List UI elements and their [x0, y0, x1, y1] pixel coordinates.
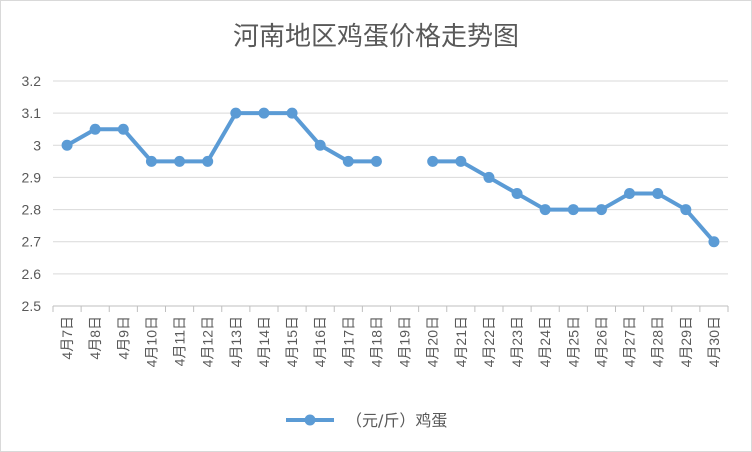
series-line	[65, 111, 379, 164]
series-egg-price	[61, 107, 720, 248]
data-point	[258, 107, 270, 119]
data-point	[117, 123, 129, 135]
x-tick-label: 4月30日	[706, 316, 722, 367]
data-point	[595, 204, 607, 216]
x-tick-label: 4月7日	[59, 316, 75, 360]
data-point	[680, 204, 692, 216]
x-tick-label: 4月8日	[87, 316, 103, 360]
data-point	[342, 155, 354, 167]
data-point	[708, 236, 720, 248]
data-point	[230, 107, 242, 119]
data-point	[483, 171, 495, 183]
x-tick-label: 4月16日	[312, 316, 328, 367]
data-point	[61, 139, 73, 151]
x-tick-label: 4月24日	[537, 316, 553, 367]
y-tick-label: 3.1	[22, 105, 42, 121]
data-point	[427, 155, 439, 167]
series-line	[430, 159, 716, 244]
x-axis	[52, 305, 729, 312]
legend: （元/斤）鸡蛋	[286, 411, 447, 430]
chart-title: 河南地区鸡蛋价格走势图	[233, 22, 519, 52]
x-tick-label: 4月19日	[397, 316, 413, 367]
x-tick-label: 4月9日	[115, 316, 131, 360]
x-tick-label: 4月13日	[228, 316, 244, 367]
y-tick-label: 2.7	[22, 234, 42, 250]
x-tick-label: 4月12日	[200, 316, 216, 367]
x-tick-label: 4月28日	[650, 316, 666, 367]
data-point	[539, 204, 551, 216]
y-tick-label: 2.9	[22, 169, 42, 185]
y-tick-label: 2.5	[22, 298, 42, 314]
x-tick-label: 4月11日	[172, 316, 188, 366]
data-point	[455, 155, 467, 167]
y-axis-tick-labels: 2.5 2.6 2.7 2.8 2.9 3 3.1 3.2	[22, 73, 42, 314]
y-tick-label: 2.8	[22, 202, 42, 218]
y-tick-label: 2.6	[22, 266, 42, 282]
x-tick-label: 4月22日	[481, 316, 497, 367]
x-tick-label: 4月21日	[453, 316, 469, 367]
data-point	[652, 188, 664, 199]
y-tick-label: 3	[33, 137, 41, 153]
x-tick-label: 4月26日	[593, 316, 609, 367]
x-tick-label: 4月15日	[284, 316, 300, 367]
x-tick-label: 4月25日	[565, 316, 581, 367]
x-tick-label: 4月14日	[256, 316, 272, 367]
x-axis-tick-labels: 4月7日 4月8日 4月9日 4月10日 4月11日 4月12日 4月13日 4月14日 4月1…	[59, 316, 722, 367]
x-tick-label: 4月27日	[622, 316, 638, 367]
x-tick-label: 4月23日	[509, 316, 525, 367]
x-tick-label: 4月29日	[678, 316, 694, 367]
data-point	[624, 188, 636, 199]
y-tick-label: 3.2	[22, 73, 42, 89]
legend-label: （元/斤）鸡蛋	[346, 411, 447, 430]
data-point	[89, 123, 101, 135]
grid-lines	[53, 80, 728, 275]
x-tick-label: 4月18日	[368, 316, 384, 367]
x-tick-label: 4月10日	[143, 316, 159, 367]
data-point	[314, 139, 326, 151]
x-tick-label: 4月20日	[425, 316, 441, 367]
data-point	[286, 107, 298, 119]
data-point	[202, 155, 214, 167]
data-point	[145, 155, 157, 167]
data-point	[174, 155, 186, 167]
data-point	[370, 155, 382, 167]
data-point	[511, 188, 523, 199]
legend-marker-swatch	[304, 414, 316, 426]
data-point	[567, 204, 579, 216]
x-tick-label: 4月17日	[340, 316, 356, 367]
